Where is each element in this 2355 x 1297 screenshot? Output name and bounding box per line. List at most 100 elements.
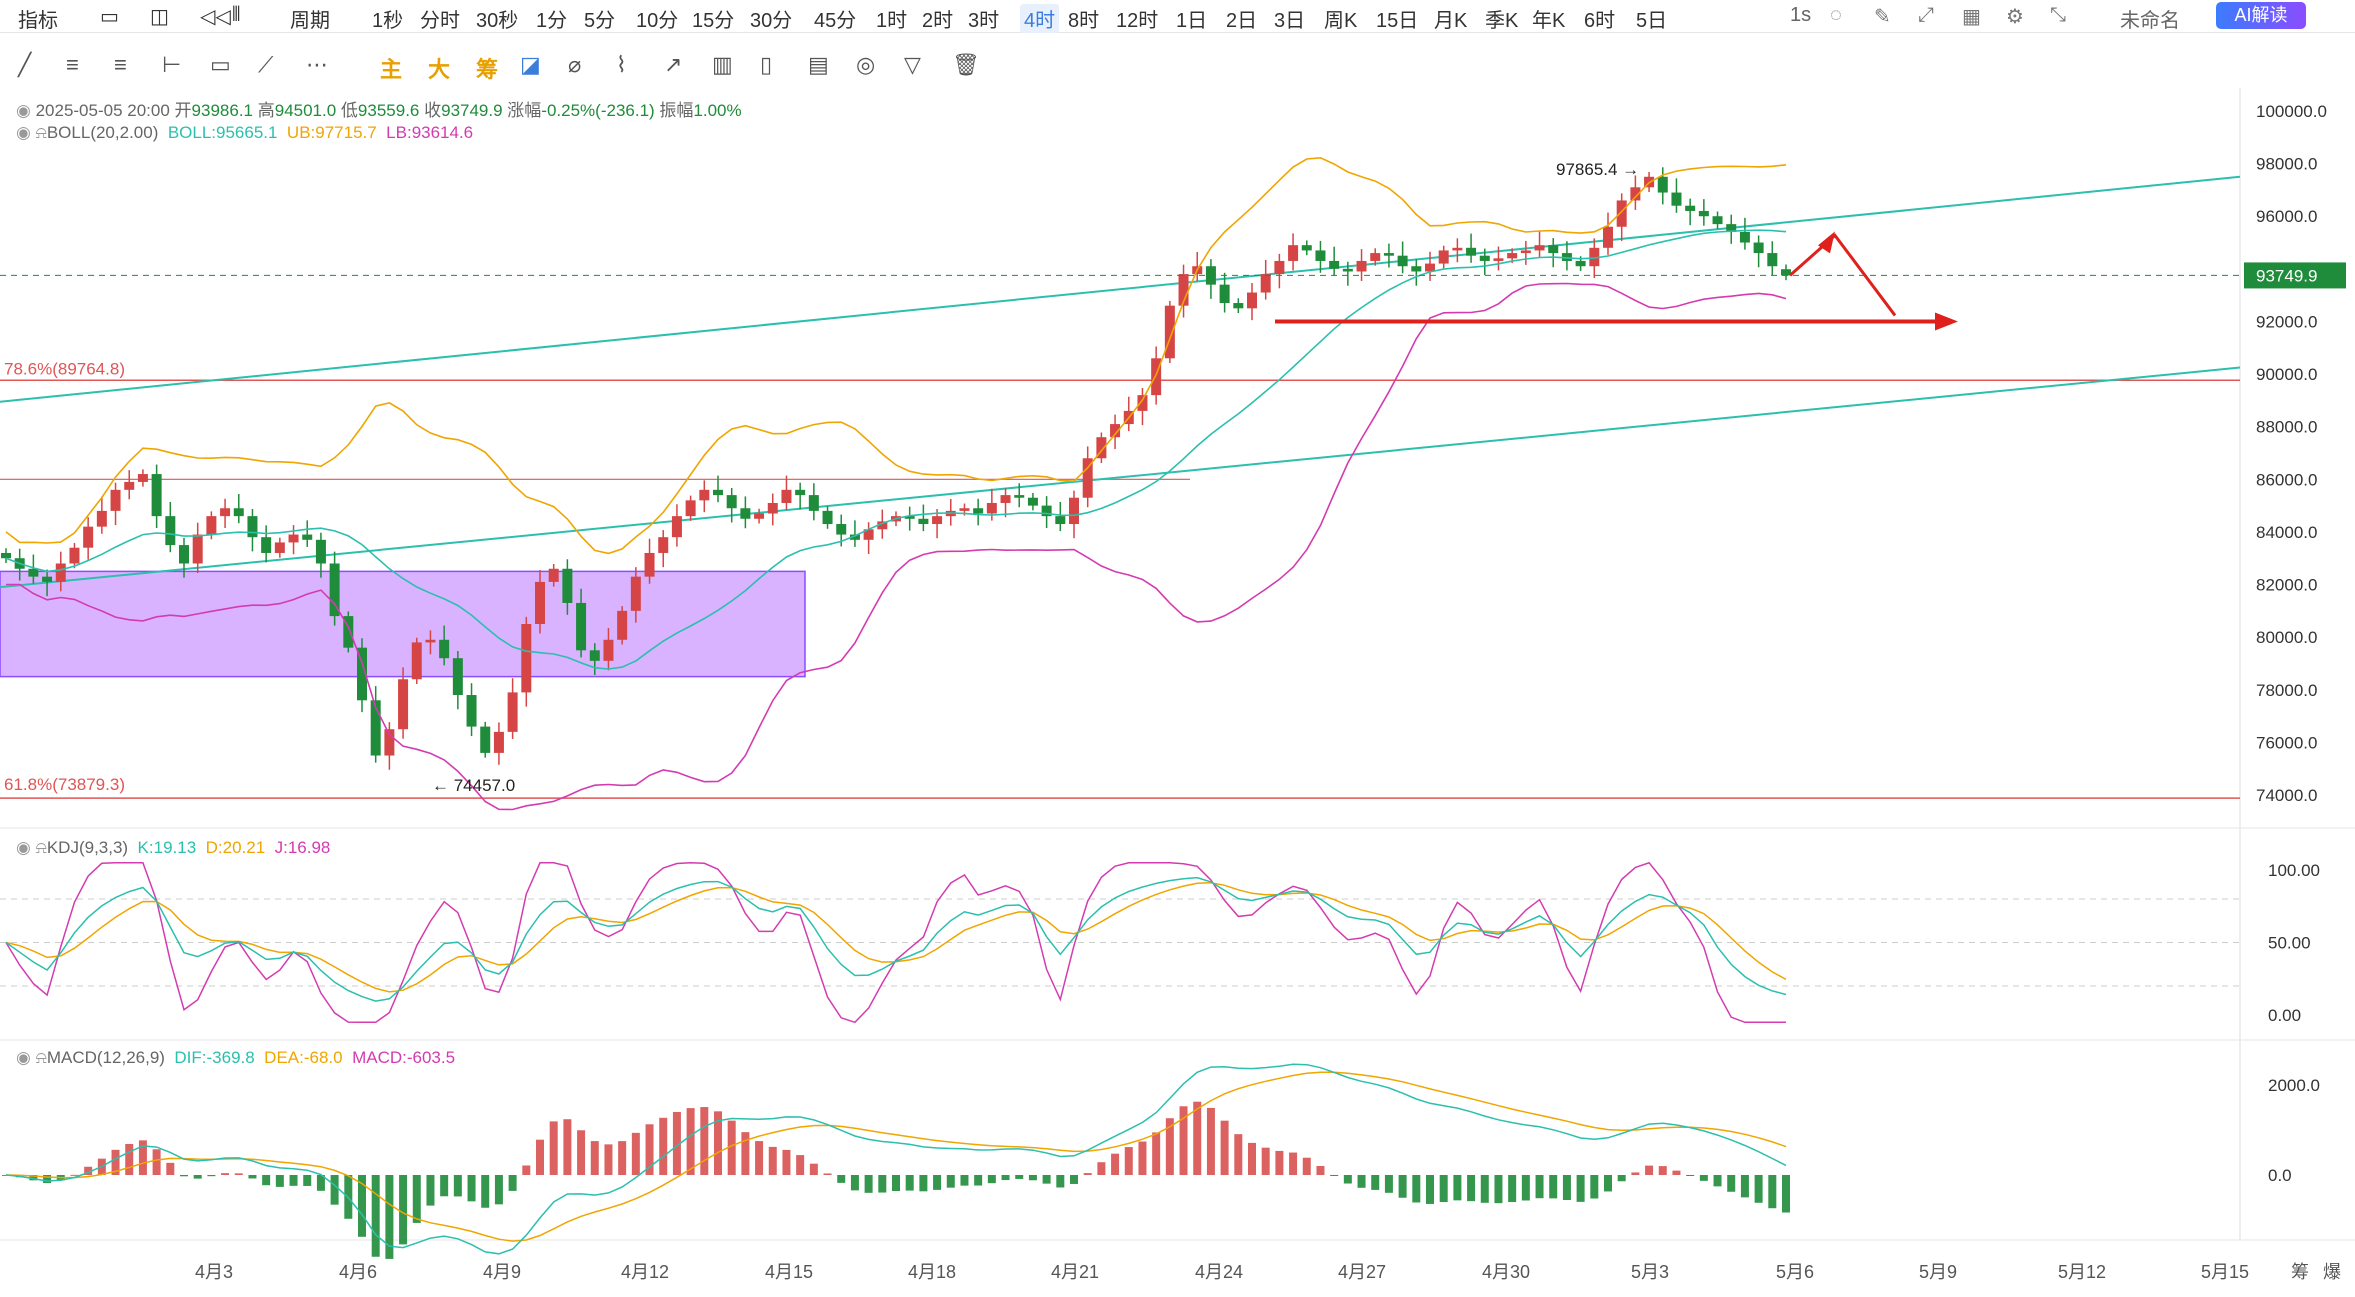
timeframe-27[interactable]: 季K	[1485, 10, 1519, 32]
macd-histogram-bar	[1028, 1175, 1037, 1181]
macd-histogram-bar	[1562, 1175, 1571, 1201]
macd-histogram-bar	[1330, 1175, 1339, 1176]
eye-icon[interactable]: ◉	[16, 838, 31, 857]
time-tick-label: 5月9	[1919, 1262, 1957, 1282]
settings-icon[interactable]: ◌	[1830, 4, 1842, 26]
timeframe-21[interactable]: 1日	[1176, 10, 1208, 32]
chart-tool-icon[interactable]: ◪	[520, 52, 541, 77]
timeframe-14[interactable]: 45分	[814, 10, 857, 32]
macd-histogram-bar	[43, 1175, 52, 1184]
timeframe-0[interactable]: 指标	[18, 10, 58, 32]
indicator-tool[interactable]: 筹	[476, 57, 499, 82]
draw-tool-icon[interactable]: ≡	[114, 52, 127, 77]
timeframe-20[interactable]: 12时	[1116, 10, 1159, 32]
timeframe-28[interactable]: 年K	[1532, 10, 1566, 32]
settings-icon[interactable]: ⤡	[2050, 4, 2066, 26]
fib-786-label: 78.6%(89764.8)	[4, 359, 125, 378]
draw-tool-icon[interactable]: ⋯	[306, 52, 328, 77]
macd-histogram-bar	[577, 1130, 586, 1175]
draw-tool-icon[interactable]: ⟋	[258, 52, 274, 77]
indicator-tool[interactable]: 大	[428, 57, 451, 82]
draw-tool-icon[interactable]: ▭	[210, 52, 231, 77]
timeframe-13[interactable]: 30分	[750, 10, 793, 32]
boll-middle-band	[5, 229, 1787, 670]
timeframe-7[interactable]: 分时	[420, 10, 460, 32]
candle-body	[466, 695, 477, 727]
candle-body	[904, 516, 915, 519]
indicator-tool[interactable]: 主	[380, 57, 403, 82]
toolbar-icon-2[interactable]: ◫	[150, 6, 169, 28]
alarm-icon[interactable]: ⍾	[35, 1048, 47, 1067]
settings-icon[interactable]: ⤢	[1918, 4, 1934, 26]
toolbar-icon-4[interactable]: ⫴	[232, 4, 241, 26]
timeframe-24[interactable]: 周K	[1324, 10, 1358, 32]
chart-tool-icon[interactable]: ⌇	[616, 52, 627, 77]
eye-icon[interactable]: ◉	[16, 123, 31, 142]
chart-tool-icon[interactable]: ▥	[712, 52, 733, 77]
timeframe-23[interactable]: 3日	[1274, 10, 1306, 32]
price-tick-label: 80000.0	[2256, 628, 2317, 647]
macd-histogram-bar	[426, 1175, 435, 1206]
chart-tool-icon[interactable]: ⌀	[568, 52, 582, 77]
low-label: 低	[340, 101, 358, 120]
eye-icon[interactable]: ◉	[16, 1048, 31, 1067]
draw-tool-icon[interactable]: ╱	[18, 52, 32, 77]
layout-name[interactable]: 未命名	[2120, 10, 2180, 32]
kdj-legend: ◉ ⍾KDJ(9,3,3) K:19.13 D:20.21 J:16.98	[16, 838, 330, 858]
timeframe-10[interactable]: 5分	[584, 10, 616, 32]
candle-body	[1178, 274, 1189, 306]
macd-histogram-bar	[741, 1132, 750, 1175]
macd-histogram-bar	[453, 1175, 462, 1197]
macd-histogram-bar	[111, 1149, 120, 1175]
chart-tool-icon[interactable]: ▯	[760, 52, 773, 77]
timeframe-12[interactable]: 15分	[692, 10, 735, 32]
timeframe-6[interactable]: 1秒	[372, 10, 404, 32]
settings-icon[interactable]: ▦	[1962, 6, 1981, 28]
chart-tool-icon[interactable]: ↗	[664, 52, 683, 77]
timeframe-16[interactable]: 2时	[922, 10, 954, 32]
timeframe-9[interactable]: 1分	[536, 10, 568, 32]
macd-dea: DEA:-68.0	[264, 1048, 343, 1067]
macd-histogram-bar	[549, 1121, 558, 1175]
candle-body	[480, 726, 491, 753]
timeframe-30[interactable]: 5日	[1636, 10, 1668, 32]
candle-body	[1151, 358, 1162, 396]
macd-histogram-bar	[1056, 1175, 1065, 1188]
draw-tool-icon[interactable]: ≡	[66, 52, 79, 77]
timeframe-29[interactable]: 6时	[1584, 10, 1616, 32]
kdj-j: J:16.98	[274, 838, 331, 857]
alarm-icon[interactable]: ⍾	[35, 123, 47, 142]
timeframe-8[interactable]: 30秒	[476, 10, 519, 32]
interval-readout[interactable]: 1s	[1790, 4, 1812, 26]
alarm-icon[interactable]: ⍾	[35, 838, 47, 857]
candle-body	[959, 508, 970, 511]
timeframe-22[interactable]: 2日	[1226, 10, 1258, 32]
candle-body	[658, 537, 669, 553]
ai-analysis-button[interactable]: AI解读	[2216, 2, 2306, 29]
toolbar-icon-3[interactable]: ◁◁	[200, 6, 231, 28]
macd-histogram-bar	[125, 1143, 134, 1175]
timeframe-15[interactable]: 1时	[876, 10, 908, 32]
time-tick-label: 筹	[2291, 1262, 2309, 1282]
chart-tool-icon[interactable]: ▽	[904, 52, 921, 77]
chart-tool-icon[interactable]: 🗑	[952, 52, 980, 77]
timeframe-26[interactable]: 月K	[1434, 10, 1468, 32]
macd-histogram-bar	[1508, 1175, 1517, 1203]
chart-tool-icon[interactable]: ◎	[856, 52, 876, 77]
eye-icon[interactable]: ◉	[16, 101, 31, 120]
toolbar-icon-1[interactable]: ▭	[100, 6, 119, 28]
macd-histogram-bar	[412, 1175, 421, 1223]
settings-icon[interactable]: ✎	[1874, 6, 1891, 28]
timeframe-17[interactable]: 3时	[968, 10, 1000, 32]
settings-icon[interactable]: ⚙	[2006, 6, 2024, 28]
time-tick-label: 5月6	[1776, 1262, 1814, 1282]
timeframe-18[interactable]: 4时	[1020, 4, 1060, 33]
chart-tool-icon[interactable]: ▤	[808, 52, 829, 77]
timeframe-19[interactable]: 8时	[1068, 10, 1100, 32]
timeframe-5[interactable]: 周期	[290, 10, 330, 32]
draw-tool-icon[interactable]: ⊢	[162, 52, 182, 77]
candle-body	[644, 552, 655, 577]
timeframe-25[interactable]: 15日	[1376, 10, 1419, 32]
timeframe-11[interactable]: 10分	[636, 10, 679, 32]
